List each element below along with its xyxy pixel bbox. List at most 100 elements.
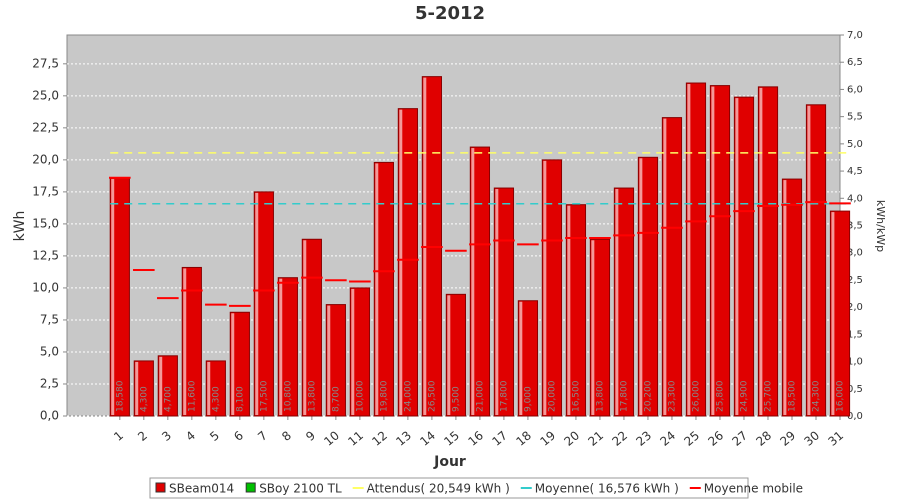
bar: [349, 287, 370, 417]
y-tick-label: 12,5: [32, 248, 59, 262]
y2-tick-label: 6,0: [847, 84, 863, 95]
y-tick-label: 22,5: [32, 120, 59, 134]
bar-value-label: 4,300: [139, 386, 149, 412]
y2-tick-label: 2,5: [847, 275, 863, 286]
y2-tick-label: 2,0: [847, 302, 863, 313]
bar: [445, 293, 467, 417]
x-tick-label: 7: [255, 428, 270, 444]
bar-highlight: [495, 189, 499, 415]
y-tick-label: 27,5: [32, 56, 59, 70]
bar-value-label: 9,000: [523, 386, 533, 412]
bar: [277, 277, 298, 417]
bar-value-label: 26,000: [691, 380, 701, 412]
bar-value-label: 19,800: [379, 380, 389, 412]
bar: [469, 146, 491, 417]
bar-value-label: 21,000: [475, 380, 485, 412]
x-tick-label: 25: [681, 428, 702, 449]
bar-value-label: 8,100: [235, 386, 245, 412]
bar-value-label: 9,500: [451, 386, 461, 412]
legend-label: SBoy 2100 TL: [259, 482, 342, 496]
y2-tick-label: 1,0: [847, 357, 863, 368]
y-tick-label: 0,0: [40, 409, 59, 423]
x-tick-label: 11: [345, 428, 366, 449]
bar: [685, 82, 707, 417]
bar-highlight: [759, 87, 763, 416]
x-tick-label: 1: [111, 428, 126, 444]
bar-value-label: 11,600: [187, 380, 197, 412]
bar-highlight: [783, 180, 787, 415]
bar-highlight: [231, 313, 235, 415]
bar: [709, 85, 731, 417]
x-tick-label: 28: [753, 428, 774, 449]
bar-value-label: 18,580: [115, 380, 125, 412]
legend-swatch: [245, 482, 256, 493]
x-tick-label: 27: [729, 428, 750, 449]
bar-highlight: [303, 240, 307, 415]
bar-value-label: 8,700: [331, 386, 341, 412]
bar-highlight: [639, 158, 643, 415]
bar-highlight: [255, 192, 259, 415]
bar-value-label: 17,800: [499, 380, 509, 412]
bar-value-label: 10,800: [283, 380, 293, 412]
x-tick-label: 30: [801, 428, 822, 449]
bar-value-label: 17,800: [619, 380, 629, 412]
x-tick-label: 26: [705, 428, 726, 449]
bar-value-label: 25,800: [715, 380, 725, 412]
bar: [205, 360, 226, 417]
bar-highlight: [663, 118, 667, 415]
bar: [493, 187, 515, 417]
bar-value-label: 24,900: [739, 380, 749, 412]
bar-highlight: [183, 268, 187, 415]
y-tick-label: 10,0: [32, 280, 59, 294]
bar-highlight: [207, 361, 211, 415]
y2-tick-label: 0,5: [847, 384, 863, 395]
bar: [517, 300, 539, 417]
y-tick-label: 20,0: [32, 152, 59, 166]
bar: [805, 104, 827, 417]
x-tick-label: 16: [465, 428, 486, 449]
bar-highlight: [831, 212, 835, 415]
bar-highlight: [567, 205, 571, 415]
y-tick-label: 5,0: [40, 344, 59, 358]
bar-value-label: 16,500: [571, 380, 581, 412]
bar: [181, 266, 202, 417]
x-tick-label: 18: [513, 428, 534, 449]
x-tick-label: 12: [369, 428, 390, 449]
y2-tick-label: 6,5: [847, 57, 863, 68]
bar-value-label: 24,000: [403, 380, 413, 412]
y2-tick-label: 0,0: [847, 411, 863, 422]
bar-highlight: [591, 240, 595, 415]
y2-tick-label: 4,0: [847, 193, 863, 204]
bar: [829, 210, 851, 417]
bar-highlight: [135, 361, 139, 415]
bar-value-label: 13,800: [307, 380, 317, 412]
y-tick-label: 7,5: [40, 312, 59, 326]
x-tick-label: 8: [279, 428, 294, 444]
x-tick-label: 14: [417, 428, 438, 449]
bar-highlight: [375, 163, 379, 415]
y2-axis-label: kWh/kWp: [874, 200, 887, 252]
legend-label: SBeam014: [169, 482, 234, 496]
bar: [661, 117, 683, 417]
y-tick-label: 2,5: [40, 376, 59, 390]
x-tick-label: 3: [159, 428, 174, 444]
bar-highlight: [447, 295, 451, 415]
y2-tick-label: 5,0: [847, 139, 863, 150]
bar: [613, 187, 635, 417]
bar-value-label: 16,000: [836, 380, 846, 412]
bar: [637, 156, 659, 417]
bar: [253, 191, 274, 417]
bar-highlight: [327, 305, 331, 415]
y2-tick-label: 5,5: [847, 112, 863, 123]
bar-value-label: 24,300: [811, 380, 821, 412]
y2-tick-label: 3,5: [847, 221, 863, 232]
bar-highlight: [471, 148, 475, 415]
bar-value-label: 26,500: [427, 380, 437, 412]
bar: [757, 86, 779, 417]
bar-value-label: 23,300: [667, 380, 677, 412]
bar-value-label: 13,800: [595, 380, 605, 412]
bar: [133, 360, 154, 417]
x-tick-label: 20: [561, 428, 582, 449]
legend-label: Moyenne mobile: [704, 482, 803, 496]
